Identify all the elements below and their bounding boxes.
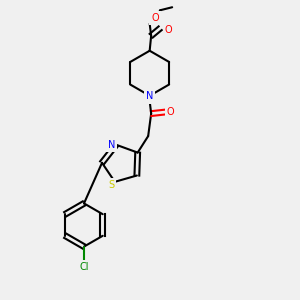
Text: Cl: Cl: [79, 262, 89, 272]
Text: O: O: [167, 107, 175, 117]
Text: N: N: [146, 92, 153, 101]
Text: S: S: [108, 180, 114, 190]
Text: O: O: [151, 13, 159, 23]
Text: N: N: [108, 140, 115, 150]
Text: O: O: [165, 25, 172, 35]
